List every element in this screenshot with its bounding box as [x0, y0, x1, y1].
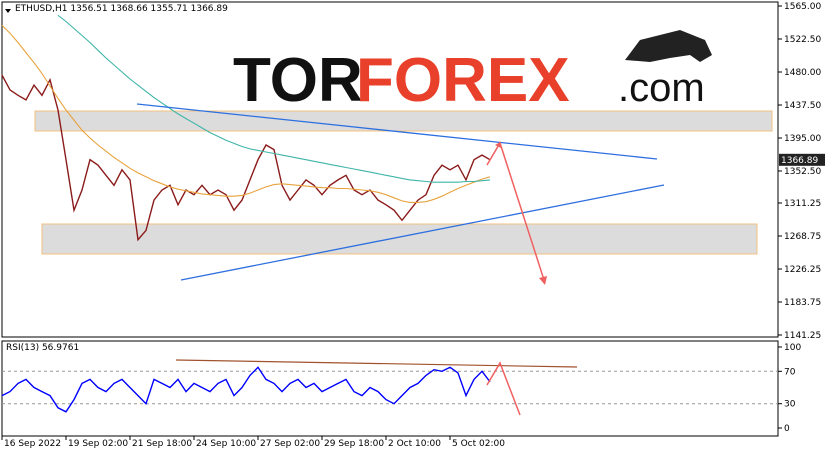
x-tick-label: 27 Sep 02:00	[260, 439, 320, 449]
y-tick-label: 100	[784, 343, 801, 353]
y-tick-label: 1311.25	[784, 199, 821, 209]
y-tick-label: 1522.50	[784, 35, 821, 45]
y-tick-label: 1226.25	[784, 265, 821, 275]
y-tick-label: 1183.75	[784, 298, 821, 308]
x-tick-label: 24 Sep 10:00	[196, 439, 256, 449]
series-line	[1, 366, 491, 413]
y-tick-label: 1480.00	[784, 68, 821, 78]
resistance-zone	[34, 110, 773, 132]
x-tick-label: 2 Oct 10:00	[388, 439, 441, 449]
y-tick-label: 30	[784, 400, 796, 410]
price-tag: 1366.89	[781, 156, 818, 166]
x-tick-label: 5 Oct 02:00	[452, 439, 505, 449]
plot: 1565.00 1522.50 1480.00 1437.50 1395.00 1352.…	[1, 2, 825, 449]
logo-bull	[625, 30, 712, 62]
menu-triangle	[5, 9, 11, 13]
series-line	[1, 25, 491, 203]
rsi-forecast-arrow	[486, 361, 521, 416]
y-tick-label: 1565.00	[784, 2, 821, 12]
series-line	[57, 14, 491, 183]
y-tick-label: 1268.75	[784, 232, 821, 242]
series-line	[1, 74, 491, 242]
rsi-trend-line	[175, 359, 578, 368]
rsi-pane	[1, 340, 779, 437]
y-tick-label: 1437.50	[784, 101, 821, 111]
logo-tor: TOR	[233, 46, 363, 115]
y-tick-label: 0	[784, 424, 790, 434]
y-tick-label: 70	[784, 367, 796, 377]
rsi-title: RSI(13) 56.9761	[6, 343, 79, 353]
y-tick-label: 1352.50	[784, 167, 821, 177]
y-tick-label: 1395.00	[784, 134, 821, 144]
chart-title: ETHUSD,H1 1356.51 1368.66 1355.71 1366.8…	[15, 4, 228, 14]
trend-line	[136, 103, 658, 160]
x-tick-label: 19 Sep 02:00	[68, 439, 128, 449]
x-tick-label: 29 Sep 18:00	[324, 439, 384, 449]
y-tick-label: 1141.25	[784, 331, 821, 341]
price-tag-bg	[779, 153, 825, 166]
support-zone	[41, 223, 758, 255]
logo-forex: FOREX	[356, 46, 570, 115]
x-tick-label: 16 Sep 2022	[4, 439, 61, 449]
logo-com: .com	[618, 66, 705, 110]
trend-line	[180, 184, 665, 281]
x-tick-label: 21 Sep 18:00	[132, 439, 192, 449]
